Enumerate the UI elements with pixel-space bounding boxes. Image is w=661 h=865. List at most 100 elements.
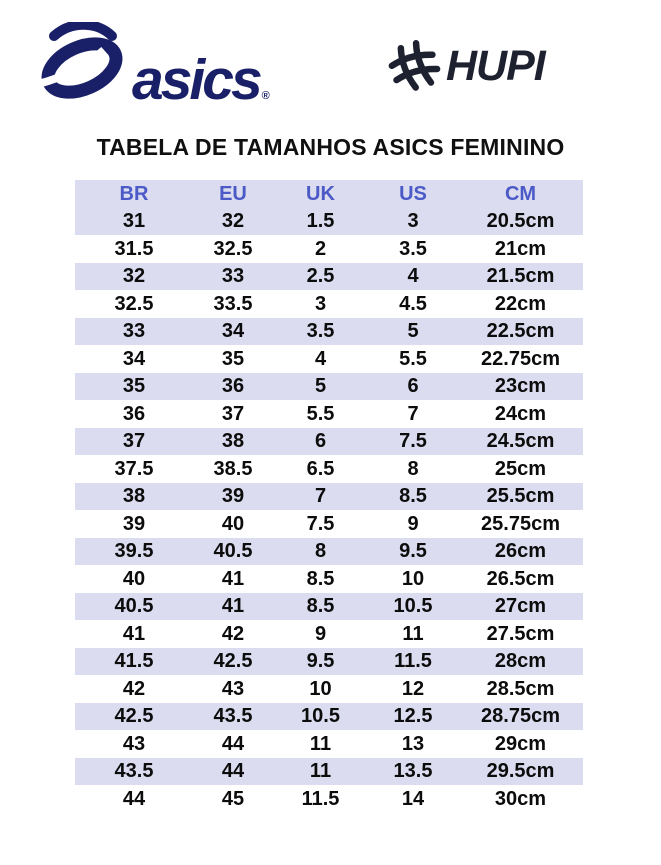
- table-cell: 9: [407, 512, 419, 535]
- table-cell: 3.5: [399, 237, 427, 260]
- table-row: 37 38 6 7.5 24.5cm: [75, 427, 583, 455]
- table-cell: 21.5cm: [486, 265, 555, 288]
- table-cell: 26cm: [494, 540, 547, 563]
- table-cell: 8: [314, 540, 327, 563]
- column-header-uk: UK: [306, 182, 335, 205]
- table-cell: 25.75cm: [481, 512, 560, 535]
- table-cell: 42: [122, 677, 146, 700]
- table-cell: 4.5: [399, 292, 427, 315]
- table-cell: 10: [401, 567, 425, 590]
- table-cell: 27.5cm: [486, 622, 555, 645]
- table-cell: 9.5: [306, 650, 335, 673]
- table-cell: 43.5: [114, 760, 154, 783]
- table-cell: 38.5: [213, 457, 253, 480]
- column-header-cm: CM: [504, 182, 537, 205]
- table-cell: 26.5cm: [486, 567, 555, 590]
- table-row: 32.5 33.5 3 4.5 22cm: [75, 290, 583, 318]
- table-cell: 24.5cm: [486, 430, 555, 453]
- table-cell: 38: [221, 430, 245, 453]
- table-cell: 36: [122, 402, 146, 425]
- table-cell: 27cm: [494, 595, 547, 618]
- table-row: 39.5 40.5 8 9.5 26cm: [75, 537, 583, 565]
- table-row: 41.5 42.5 9.5 11.5 28cm: [75, 647, 583, 675]
- table-cell: 39.5: [114, 540, 154, 563]
- table-cell: 10.5: [301, 705, 340, 728]
- table-cell: 11.5: [394, 650, 432, 673]
- table-cell: 5.5: [399, 347, 427, 370]
- table-cell: 42.5: [213, 650, 253, 673]
- table-cell: 23cm: [494, 375, 547, 398]
- table-cell: 40.5: [213, 540, 253, 563]
- table-cell: 3: [407, 210, 419, 233]
- table-cell: 1.5: [306, 210, 335, 233]
- table-cell: 40: [221, 512, 245, 535]
- table-cell: 8.5: [399, 485, 427, 508]
- table-cell: 34: [221, 320, 245, 343]
- table-cell: 5: [407, 320, 419, 343]
- table-row: 33 34 3.5 5 22.5cm: [75, 317, 583, 345]
- table-cell: 11: [309, 732, 332, 755]
- table-cell: 10.5: [393, 595, 433, 618]
- table-cell: 7.5: [399, 430, 427, 453]
- table-row: 43 44 11 13 29cm: [75, 730, 583, 758]
- table-cell: 41: [122, 622, 146, 645]
- table-cell: 45: [221, 787, 245, 810]
- column-header-us: US: [399, 182, 427, 205]
- table-cell: 33: [122, 320, 146, 343]
- table-row: 44 45 11.5 14 30cm: [75, 785, 583, 813]
- table-cell: 21cm: [494, 237, 547, 260]
- table-cell: 25.5cm: [486, 485, 555, 508]
- table-cell: 7: [407, 402, 419, 425]
- table-cell: 11: [402, 622, 424, 645]
- table-cell: 39: [221, 485, 245, 508]
- hupi-logo: HUPI: [386, 38, 546, 94]
- table-cell: 12.5: [393, 705, 433, 728]
- table-cell: 38: [122, 485, 146, 508]
- table-row: 38 39 7 8.5 25.5cm: [75, 482, 583, 510]
- column-header-br: BR: [119, 182, 149, 205]
- table-row: 43.5 44 11 13.5 29.5cm: [75, 757, 583, 785]
- table-cell: 37.5: [114, 457, 154, 480]
- table-cell: 32.5: [114, 292, 154, 315]
- table-cell: 28cm: [494, 650, 547, 673]
- table-row: 31.5 32.5 2 3.5 21cm: [75, 235, 583, 263]
- table-cell: 7: [314, 485, 327, 508]
- table-cell: 6: [407, 375, 419, 398]
- table-cell: 3.5: [306, 320, 335, 343]
- table-header-row: BR EU UK US CM: [75, 180, 583, 208]
- table-cell: 20.5cm: [486, 210, 555, 233]
- registered-trademark-symbol: ®: [261, 90, 270, 102]
- table-row: 41 42 9 11 27.5cm: [75, 620, 583, 648]
- table-cell: 35: [221, 347, 245, 370]
- table-cell: 34: [122, 347, 146, 370]
- table-row: 31 32 1.5 3 20.5cm: [75, 207, 583, 235]
- table-cell: 22cm: [494, 292, 547, 315]
- table-cell: 41: [221, 595, 245, 618]
- table-cell: 37: [221, 402, 245, 425]
- table-cell: 25cm: [494, 457, 547, 480]
- asics-wordmark: asics: [132, 47, 263, 112]
- table-cell: 35: [122, 375, 146, 398]
- table-row: 37.5 38.5 6.5 8 25cm: [75, 455, 583, 483]
- table-cell: 37: [122, 430, 146, 453]
- table-cell: 6: [314, 430, 327, 453]
- hupi-knot-icon: [388, 39, 441, 91]
- asics-logo: asics ®: [34, 22, 270, 112]
- table-cell: 31: [122, 210, 146, 233]
- table-cell: 40: [122, 567, 146, 590]
- table-cell: 32.5: [213, 237, 253, 260]
- table-cell: 13: [401, 732, 425, 755]
- table-cell: 43.5: [213, 705, 253, 728]
- table-cell: 29.5cm: [486, 760, 555, 783]
- table-cell: 32: [122, 265, 146, 288]
- table-cell: 39: [122, 512, 146, 535]
- table-cell: 42: [221, 622, 245, 645]
- table-cell: 14: [401, 787, 425, 810]
- table-cell: 4: [407, 265, 419, 288]
- table-cell: 8.5: [306, 595, 335, 618]
- table-cell: 33: [221, 265, 245, 288]
- table-cell: 22.75cm: [481, 347, 560, 370]
- table-cell: 11: [309, 760, 332, 783]
- table-row: 42 43 10 12 28.5cm: [75, 675, 583, 703]
